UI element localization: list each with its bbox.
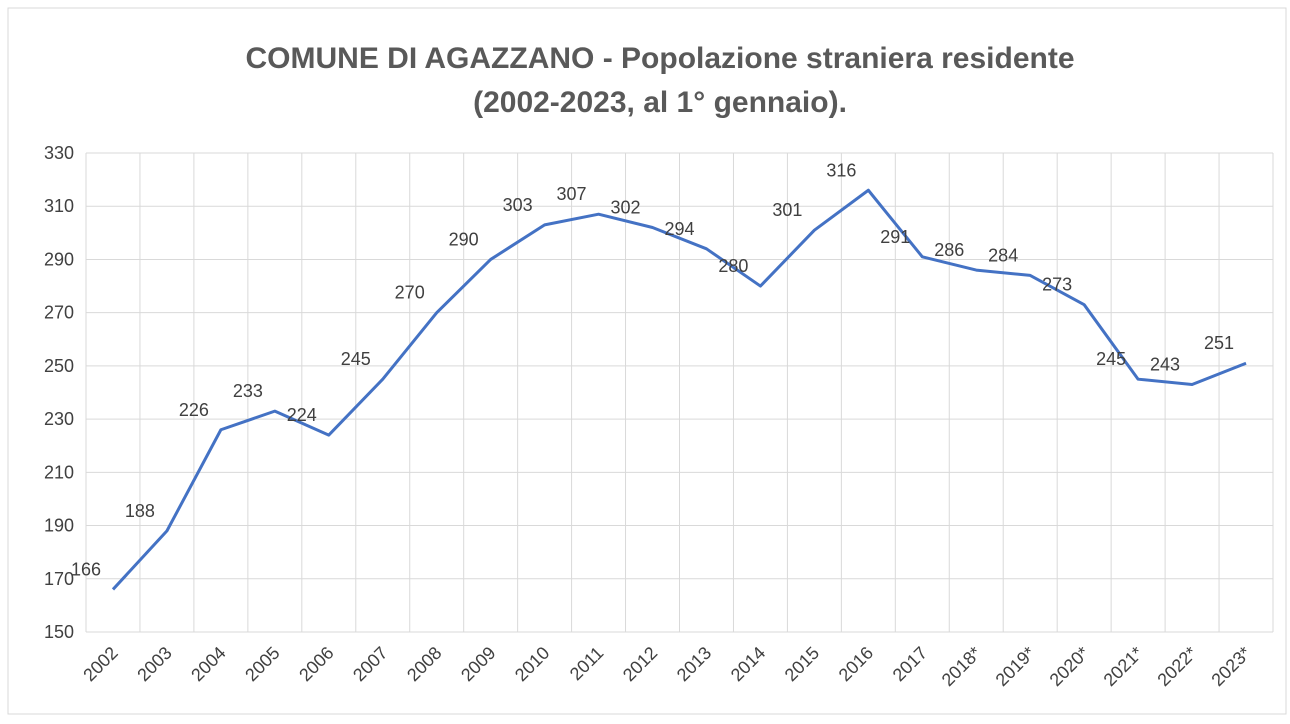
data-label: 251 (1204, 333, 1234, 353)
data-label: 291 (880, 227, 910, 247)
data-label: 284 (988, 245, 1018, 265)
y-tick-label: 230 (44, 409, 74, 429)
data-label: 307 (557, 184, 587, 204)
y-tick-label: 210 (44, 462, 74, 482)
data-label: 270 (395, 283, 425, 303)
data-label: 294 (664, 219, 694, 239)
data-label: 273 (1042, 275, 1072, 295)
y-tick-label: 290 (44, 249, 74, 269)
data-label: 233 (233, 381, 263, 401)
y-tick-label: 150 (44, 622, 74, 642)
y-tick-label: 330 (44, 143, 74, 163)
y-tick-label: 270 (44, 303, 74, 323)
data-label: 166 (71, 559, 101, 579)
data-label: 245 (341, 349, 371, 369)
data-label: 286 (934, 240, 964, 260)
data-label: 302 (610, 198, 640, 218)
data-label: 280 (718, 256, 748, 276)
chart-frame (7, 7, 1287, 715)
data-label: 301 (772, 200, 802, 220)
y-tick-label: 310 (44, 196, 74, 216)
chart-title: (2002-2023, al 1° gennaio). (473, 86, 847, 119)
data-label: 290 (449, 229, 479, 249)
data-label: 224 (287, 405, 317, 425)
y-tick-label: 250 (44, 356, 74, 376)
data-label: 245 (1096, 349, 1126, 369)
data-label: 188 (125, 501, 155, 521)
chart-title: COMUNE DI AGAZZANO - Popolazione stranie… (246, 42, 1075, 75)
y-tick-label: 170 (44, 569, 74, 589)
data-label: 226 (179, 400, 209, 420)
line-series (111, 188, 1247, 591)
data-label: 243 (1150, 355, 1180, 375)
data-label: 303 (503, 195, 533, 215)
data-label: 316 (826, 160, 856, 180)
y-tick-label: 190 (44, 516, 74, 536)
